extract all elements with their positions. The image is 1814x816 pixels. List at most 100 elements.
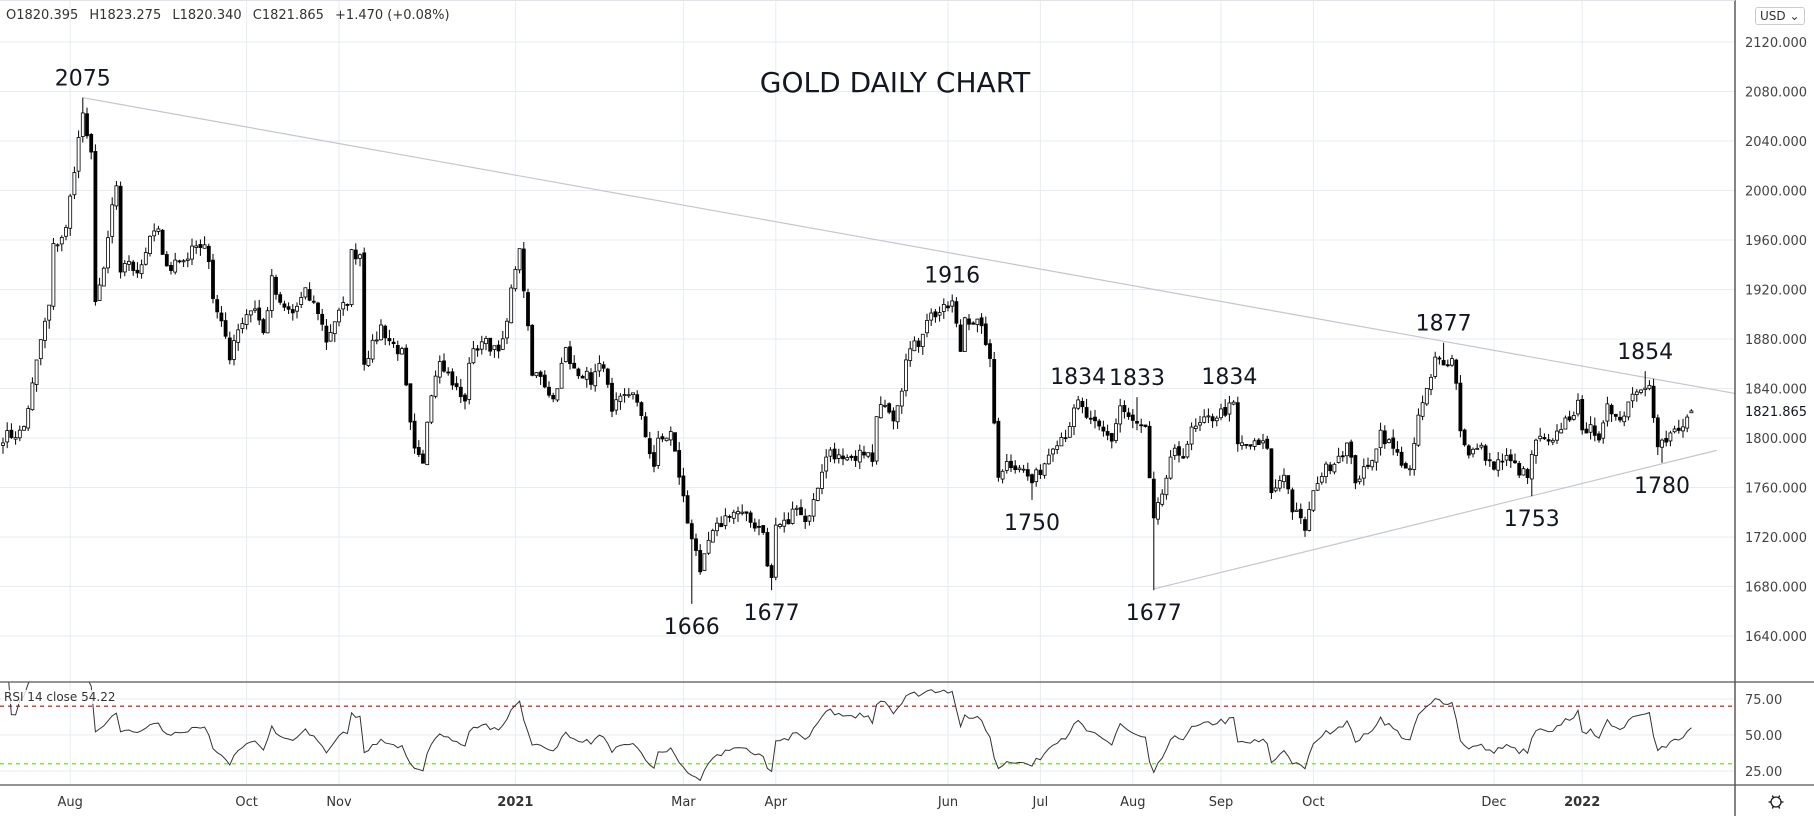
candle: [59, 235, 64, 252]
candle: [828, 447, 833, 463]
candle: [458, 378, 463, 404]
gear-icon[interactable]: [1768, 795, 1784, 809]
candle-body: [967, 318, 971, 325]
time-tick-label: Apr: [765, 795, 788, 810]
candle: [156, 225, 161, 235]
candle: [929, 308, 934, 327]
currency-button[interactable]: USD ⌄: [1755, 7, 1805, 25]
candle-body: [832, 448, 837, 460]
rsi-legend: RSI 14 close 54.22: [4, 690, 116, 704]
candle: [1441, 342, 1446, 366]
candle: [622, 388, 627, 403]
candle-body: [1223, 407, 1228, 416]
candle-body: [286, 306, 291, 310]
candle: [265, 306, 270, 334]
candle-body: [1521, 468, 1526, 476]
time-tick-label: Nov: [326, 795, 352, 810]
candle: [706, 531, 711, 555]
candle-body: [101, 267, 106, 287]
candle: [194, 240, 199, 254]
candle: [1181, 448, 1186, 459]
candle-body: [1311, 490, 1316, 511]
candle: [1450, 354, 1454, 367]
candle: [1618, 411, 1622, 423]
candle-body: [47, 304, 52, 321]
candle: [286, 302, 291, 314]
candle: [1286, 475, 1291, 495]
candle: [1353, 454, 1358, 490]
candle-body: [1214, 417, 1219, 422]
candle-body: [698, 550, 703, 573]
candle-body: [1445, 364, 1450, 367]
candle-body: [1479, 444, 1484, 448]
candle-body: [1483, 445, 1488, 461]
candle-body: [64, 227, 68, 237]
candle-body: [80, 112, 85, 137]
price-tick-label: 1640.000: [1745, 630, 1807, 645]
candle: [715, 517, 719, 537]
candle: [1261, 433, 1265, 450]
candle: [362, 247, 367, 371]
candle: [1403, 461, 1408, 469]
candle-body: [1219, 408, 1223, 419]
candle-body: [425, 421, 430, 466]
candle: [778, 523, 782, 529]
candle-body: [950, 300, 955, 307]
candle-body: [253, 308, 257, 311]
candle: [500, 330, 505, 350]
candle-body: [597, 363, 602, 372]
candle-body: [1168, 456, 1173, 479]
candle: [1311, 490, 1316, 513]
candle-body: [1156, 502, 1160, 520]
candle-body: [1181, 456, 1186, 459]
candle-body: [219, 312, 224, 322]
candle-body: [391, 341, 396, 345]
candle: [1479, 442, 1484, 450]
candle-body: [13, 437, 18, 440]
candle: [1088, 410, 1093, 425]
candle-body: [236, 329, 241, 343]
candle-body: [316, 302, 320, 315]
candle-body: [1416, 414, 1421, 446]
time-tick-label: Oct: [235, 795, 257, 810]
candle-body: [1235, 402, 1240, 445]
last-price-label: 1821.865: [1745, 405, 1807, 420]
candle: [660, 433, 665, 443]
candle: [950, 294, 955, 313]
candle: [328, 324, 333, 342]
candle: [173, 252, 178, 275]
candle-body: [748, 512, 753, 523]
candle-body: [1080, 400, 1085, 408]
candle: [1601, 420, 1606, 444]
candle-body: [244, 314, 249, 325]
candle-body: [118, 185, 123, 273]
candle: [374, 331, 379, 345]
candle-body: [1248, 444, 1253, 447]
candle: [547, 381, 551, 398]
candle-body: [752, 522, 757, 529]
candle-body: [337, 309, 341, 323]
price-tick-label: 1680.000: [1745, 581, 1807, 596]
candle: [1004, 453, 1009, 474]
trendline: [1153, 449, 1717, 590]
candle-body: [710, 530, 715, 543]
candle: [1223, 399, 1228, 418]
candle: [883, 399, 887, 409]
price-tick-label: 1760.000: [1745, 482, 1807, 497]
candle: [576, 367, 581, 379]
candle: [442, 353, 446, 373]
candle-body: [946, 305, 950, 309]
candle: [786, 512, 791, 525]
price-tick-label: 2040.000: [1745, 135, 1807, 150]
candle-body: [563, 347, 568, 363]
candle: [1643, 371, 1648, 397]
candle: [47, 304, 52, 329]
candle: [551, 392, 556, 403]
candle-body: [1681, 426, 1685, 432]
candle: [1445, 359, 1450, 368]
candle: [337, 307, 341, 327]
candle-body: [290, 309, 295, 314]
candle-body: [584, 370, 589, 380]
candle: [349, 248, 354, 308]
